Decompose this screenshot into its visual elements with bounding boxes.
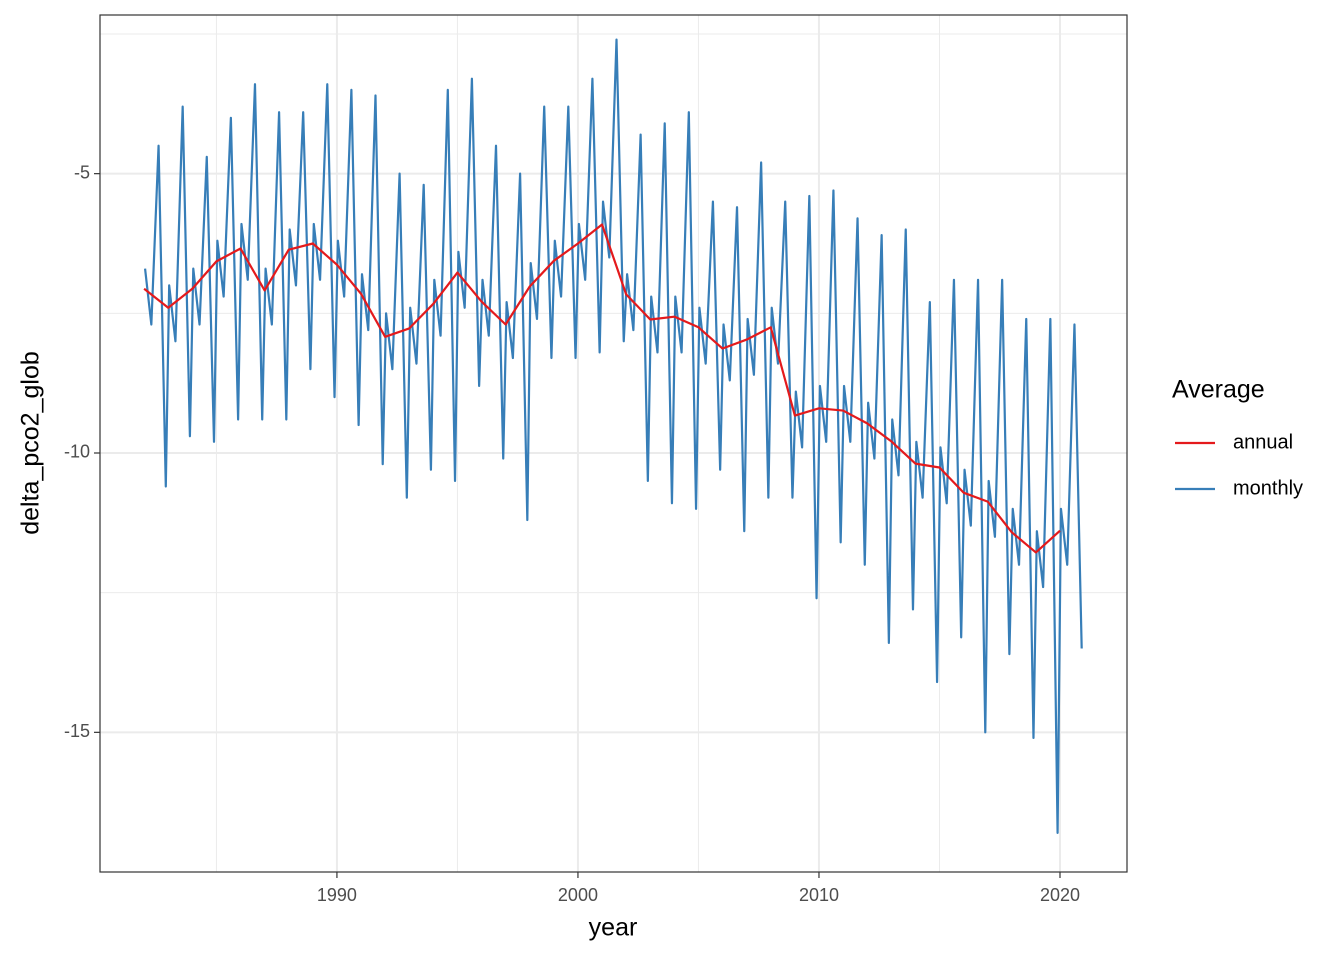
y-tick-label: -10 [64, 442, 90, 462]
plot-border [99, 14, 1128, 873]
y-tick-label: -5 [74, 162, 90, 182]
y-tick-label: -15 [64, 721, 90, 741]
x-tick-label: 1990 [317, 885, 357, 905]
legend-label: annual [1233, 431, 1293, 453]
legend-label: monthly [1233, 477, 1303, 499]
y-axis-title: delta_pco2_glob [17, 351, 45, 535]
series-line [143, 223, 1061, 554]
x-tick-label: 2020 [1040, 885, 1080, 905]
legend-title: Average [1172, 376, 1265, 404]
x-axis-title: year [589, 914, 638, 942]
x-tick-label: 2000 [558, 885, 598, 905]
x-tick-label: 2010 [799, 885, 839, 905]
